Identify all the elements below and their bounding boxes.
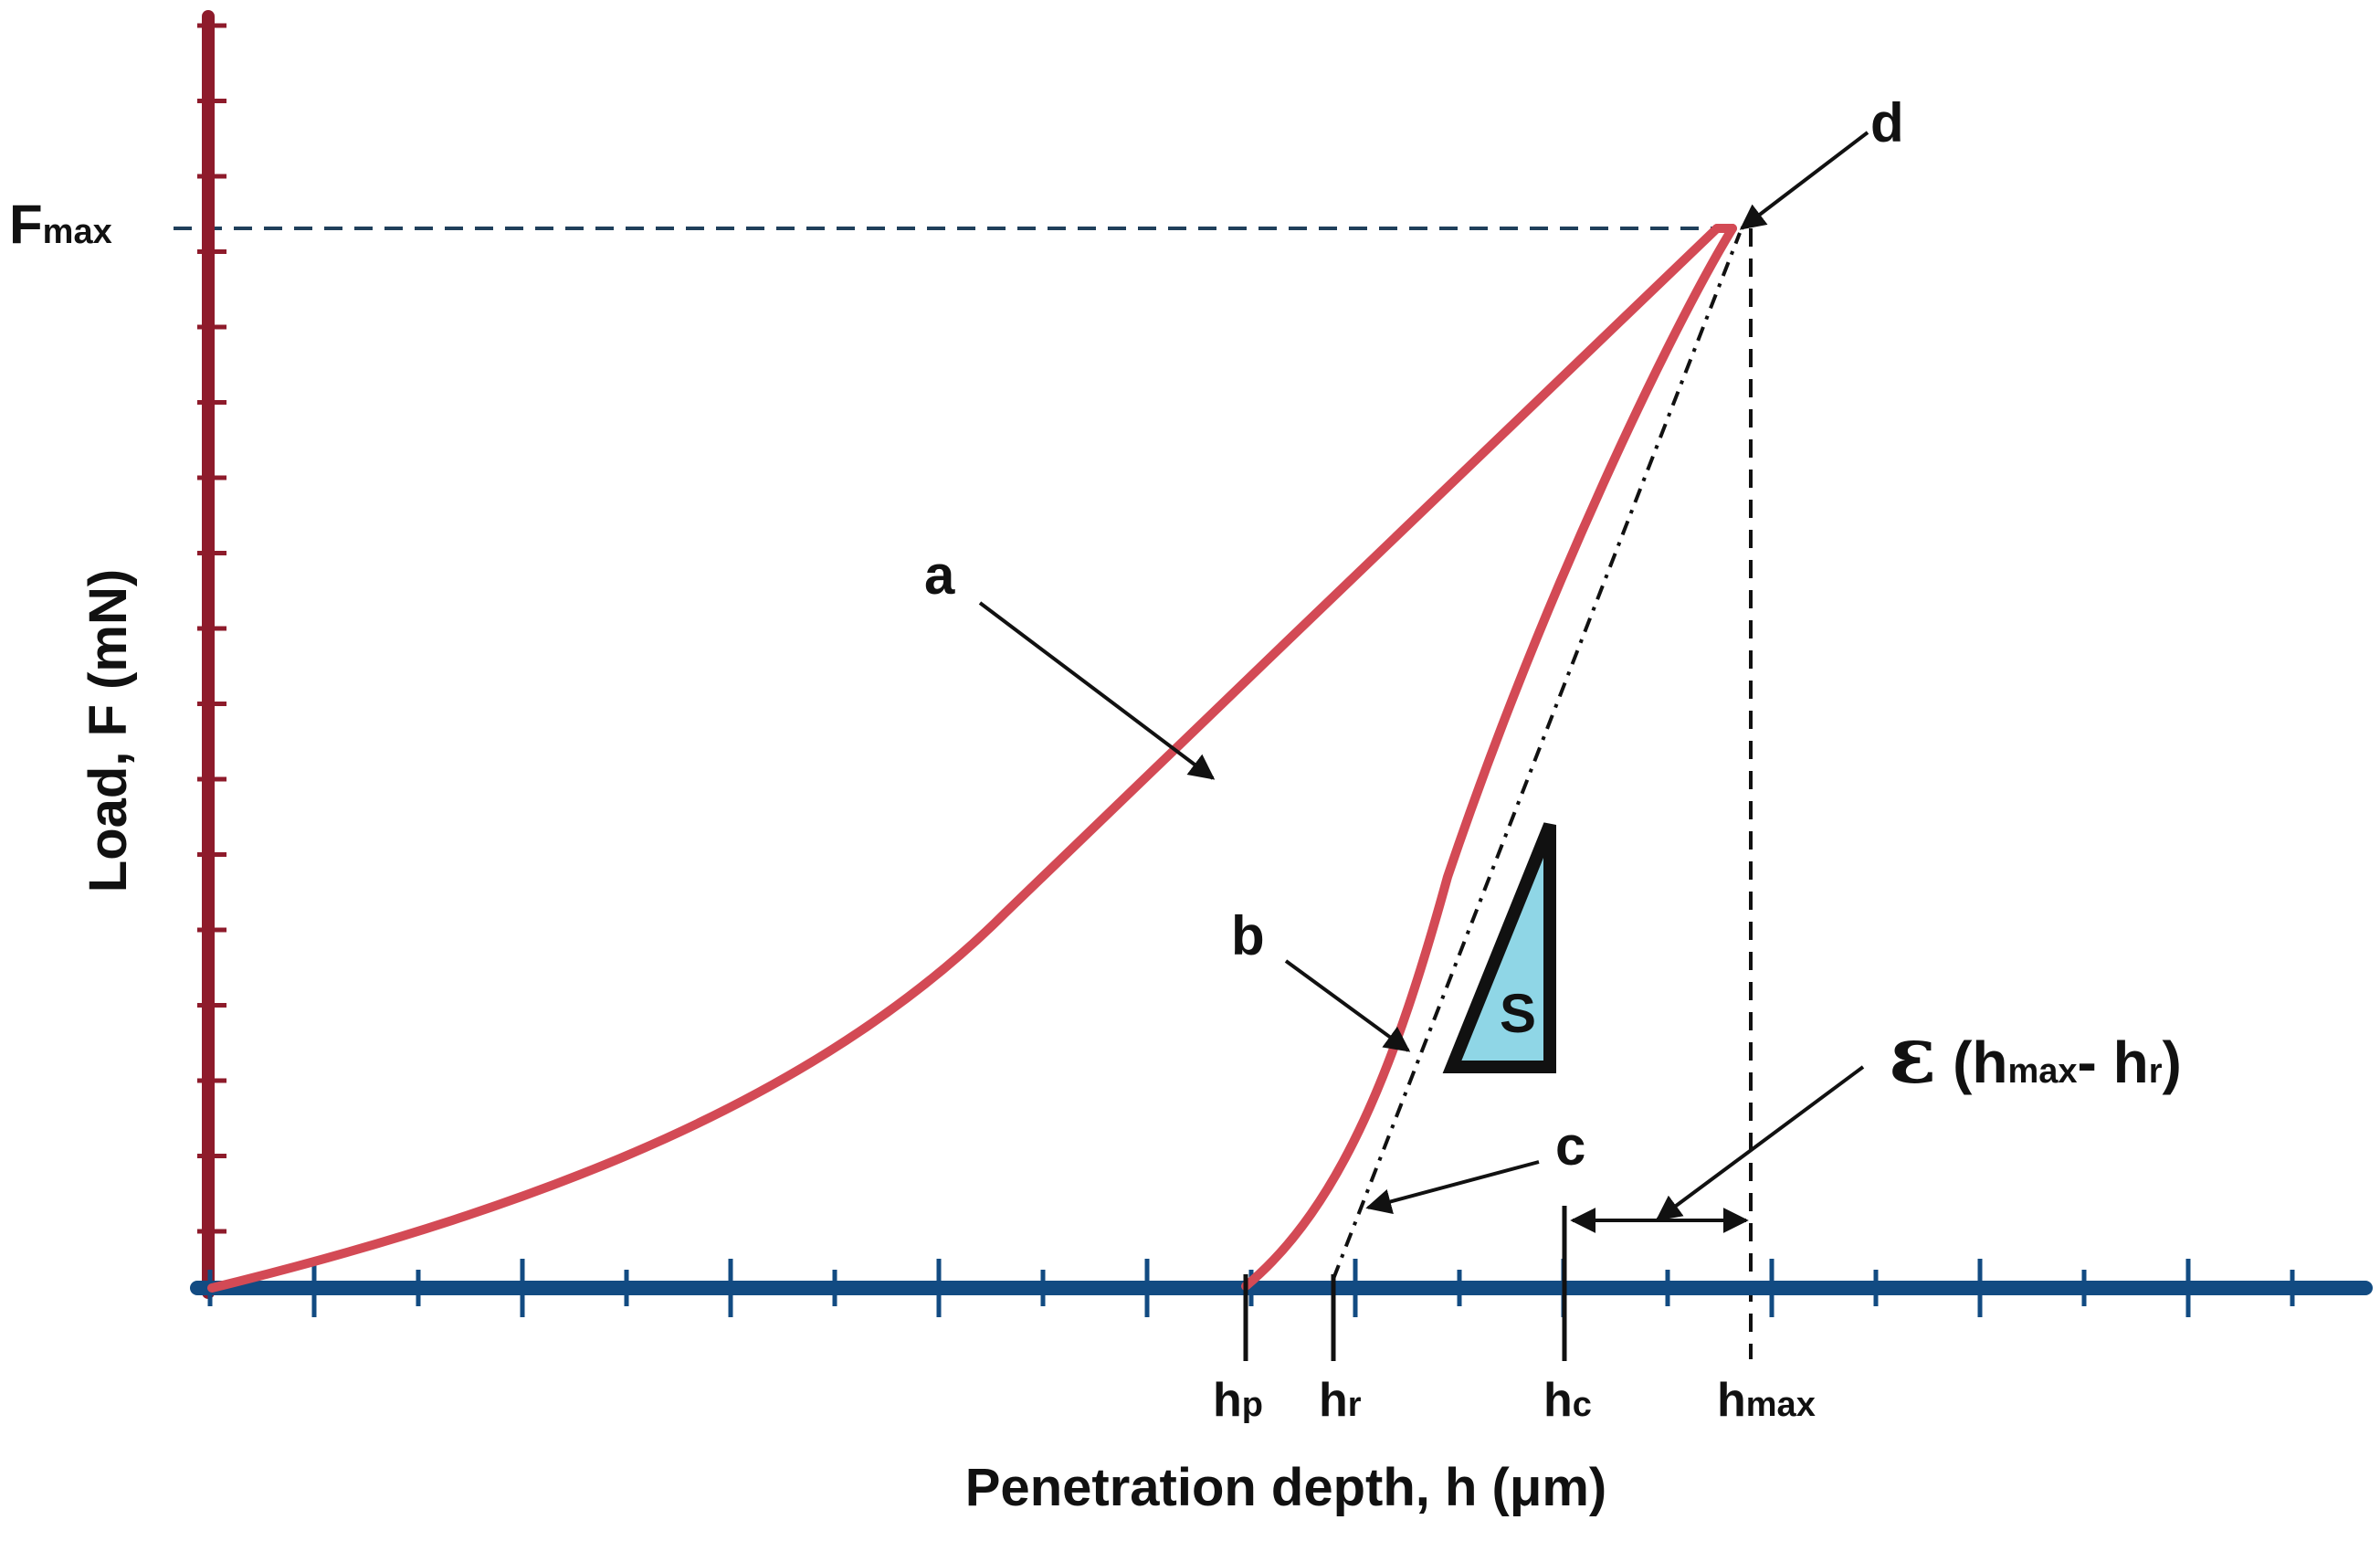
arrow-b	[1284, 959, 1411, 1052]
epsilon-sub-r: r	[2149, 1052, 2163, 1091]
label-d: d	[1870, 92, 1904, 153]
label-hc: hc	[1543, 1374, 1592, 1427]
y-axis-ticks	[197, 23, 226, 1234]
epsilon-mid: - h	[2078, 1029, 2149, 1095]
hr-main: h	[1319, 1374, 1348, 1427]
hp-sub: p	[1242, 1386, 1263, 1424]
y-axis-title: Load, F (mN)	[79, 569, 138, 892]
arrow-c	[1365, 1160, 1540, 1215]
hr-sub: r	[1348, 1386, 1362, 1424]
hc-main: h	[1543, 1374, 1573, 1427]
label-a: a	[924, 544, 955, 606]
epsilon-expression: ε (hmax- hr)	[1889, 1009, 2182, 1102]
label-hp: hp	[1213, 1374, 1263, 1427]
loading-curve	[207, 224, 1722, 1293]
x-axis-title: Penetration depth, h (μm)	[965, 1458, 1607, 1517]
arrow-a	[978, 601, 1216, 780]
unloading-curve	[1241, 224, 1737, 1291]
label-c: c	[1555, 1115, 1585, 1177]
label-s: S	[1500, 983, 1536, 1044]
epsilon-close: )	[2163, 1029, 2182, 1095]
stiffness-triangle	[1442, 822, 1556, 1073]
fmax-sub: max	[43, 213, 112, 251]
hc-sub: c	[1573, 1386, 1592, 1424]
hp-main: h	[1213, 1374, 1242, 1427]
epsilon-symbol: ε	[1889, 1009, 1936, 1102]
epsilon-sub-max: max	[2007, 1052, 2077, 1091]
arrow-epsilon	[1655, 1065, 1865, 1221]
epsilon-open: (h	[1936, 1029, 2007, 1095]
unloading-tangent-line	[1332, 232, 1742, 1280]
arrow-d	[1739, 131, 1869, 230]
hmax-sub: max	[1746, 1386, 1816, 1424]
hmax-main: h	[1717, 1374, 1746, 1427]
label-hmax: hmax	[1717, 1374, 1816, 1427]
fmax-label: Fmax	[9, 194, 112, 255]
label-hr: hr	[1319, 1374, 1362, 1427]
x-axis-ticks	[207, 1259, 2295, 1317]
label-b: b	[1231, 905, 1265, 966]
fmax-main: F	[9, 194, 43, 255]
